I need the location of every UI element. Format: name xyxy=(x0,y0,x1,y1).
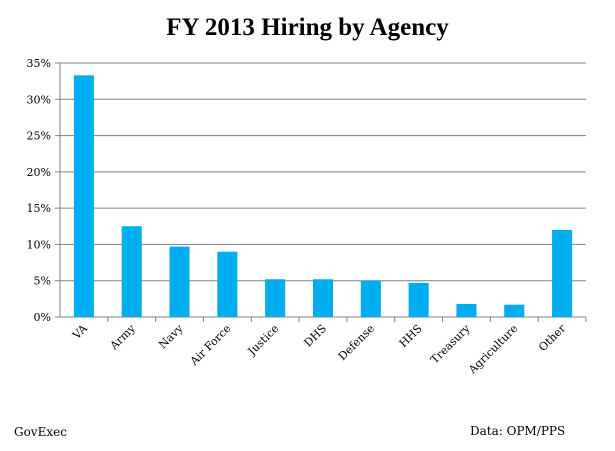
x-tick-label: HHS xyxy=(397,322,425,350)
bar-navy xyxy=(169,246,190,317)
y-tick-label: 30% xyxy=(27,93,51,106)
x-tick-label: Other xyxy=(536,321,569,354)
x-tick-label: Air Force xyxy=(187,322,234,369)
y-tick-label: 5% xyxy=(34,275,51,288)
x-tick-label: VA xyxy=(69,321,90,342)
y-tick-label: 35% xyxy=(27,57,51,70)
y-tick-label: 20% xyxy=(27,166,51,179)
x-tick-label: Treasury xyxy=(428,321,473,366)
chart-title: FY 2013 Hiring by Agency xyxy=(166,14,449,41)
x-tick-label: Navy xyxy=(156,321,186,351)
bar-defense xyxy=(360,280,381,317)
y-tick-label: 0% xyxy=(34,311,51,324)
bar-va xyxy=(73,75,94,317)
bar-agriculture xyxy=(504,304,525,317)
bar-dhs xyxy=(312,279,334,317)
label-layer: 0% 5% 10% 15% 20% 25% 30% 35% VA Army Navy Air Forc… xyxy=(27,57,569,377)
grid-layer xyxy=(60,62,586,282)
data-source-label: Data: OPM/PPS xyxy=(470,424,566,438)
x-tick-label: Defense xyxy=(336,322,377,363)
x-tick-label: DHS xyxy=(302,322,330,350)
bar-air-force xyxy=(217,251,238,317)
bar-army xyxy=(121,226,142,317)
bar-treasury xyxy=(456,303,477,317)
bar-justice xyxy=(265,279,286,317)
x-tick-label: Army xyxy=(107,321,139,353)
y-tick-label: 25% xyxy=(27,130,51,143)
bar-other xyxy=(552,229,573,317)
y-tick-label: 10% xyxy=(27,238,51,251)
x-tick-label: Justice xyxy=(245,322,282,359)
bar-hhs xyxy=(408,282,429,317)
bar-layer xyxy=(73,75,573,317)
publisher-label: GovExec xyxy=(14,425,67,439)
y-tick-label: 15% xyxy=(27,202,51,215)
x-tick-label: Agriculture xyxy=(465,322,520,377)
